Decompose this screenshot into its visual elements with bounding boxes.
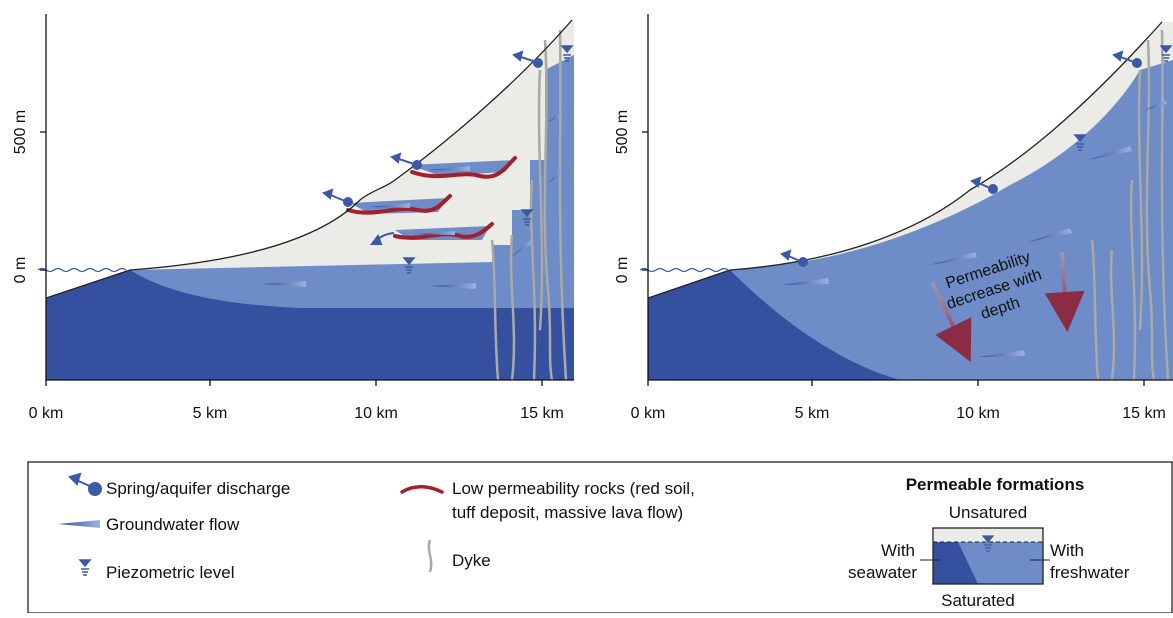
legend-label: Spring/aquifer discharge: [106, 479, 290, 498]
legend-label: Low permeability rocks (red soil,: [452, 479, 695, 498]
spring-markers: [322, 50, 543, 245]
sea-surface-waves: [639, 267, 729, 273]
x-tick-label: 0 km: [29, 405, 64, 422]
permeable-formations-title: Permeable formations: [906, 475, 1085, 494]
axes-right: [642, 14, 1173, 386]
panel-right: Permeability decrease with depth: [648, 21, 1173, 380]
sea-surface-waves: [37, 267, 127, 273]
y-tick-label: 500 m: [12, 110, 29, 154]
piezometric-markers: [1073, 45, 1173, 151]
groundwater-flow-icon: [58, 520, 100, 528]
dykes: [1090, 29, 1170, 380]
freshwater-zone: [648, 60, 1173, 380]
y-tick-label: 0 m: [12, 257, 29, 284]
permeability-decrease-arrows: [930, 251, 1085, 363]
low-permeability-layer: [410, 156, 517, 179]
legend-label: Dyke: [452, 551, 491, 570]
x-tick-label: 0 km: [631, 405, 666, 422]
piezometric-level-icon: [78, 559, 92, 576]
with-seawater-label: With: [881, 541, 915, 560]
legend-label: tuff deposit, massive lava flow): [452, 503, 683, 522]
x-tick-label: 10 km: [956, 405, 1000, 422]
x-tick-label: 15 km: [520, 405, 564, 422]
dykes: [490, 29, 568, 380]
groundwater-flow-arrows: [782, 100, 1167, 357]
with-freshwater-label: freshwater: [1050, 563, 1130, 582]
seawater-zone: [648, 270, 900, 380]
low-permeability-layer: [346, 194, 452, 215]
low-permeability-layer: [393, 222, 494, 240]
with-seawater-label: seawater: [848, 563, 917, 582]
piezometric-markers: [402, 45, 574, 274]
spring-markers: [780, 50, 1142, 267]
legend-label: Piezometric level: [106, 563, 235, 582]
unsatured-label: Unsatured: [949, 503, 1027, 522]
x-tick-label: 10 km: [354, 405, 398, 422]
dyke-icon: [427, 539, 433, 573]
legend-label: Groundwater flow: [106, 515, 240, 534]
ground-surface: [46, 19, 573, 299]
saturated-label: Saturated: [941, 591, 1015, 610]
spring-discharge-icon: [68, 472, 102, 496]
x-tick-label: 5 km: [193, 405, 228, 422]
low-permeability-icon: [400, 485, 444, 494]
with-freshwater-label: With: [1050, 541, 1084, 560]
seawater-zone: [46, 270, 574, 380]
axes-left: [40, 14, 574, 386]
groundwater-flow-arrows: [262, 112, 562, 289]
panel-left: [46, 19, 574, 380]
permeable-formations-swatch: [920, 527, 1050, 585]
y-tick-label: 500 m: [614, 110, 631, 154]
x-tick-label: 5 km: [795, 405, 830, 422]
y-tick-label: 0 m: [614, 257, 631, 284]
ground-surface: [648, 21, 1163, 299]
x-tick-label: 15 km: [1122, 405, 1166, 422]
legend: Spring/aquifer discharge Groundwater flo…: [27, 461, 1173, 614]
